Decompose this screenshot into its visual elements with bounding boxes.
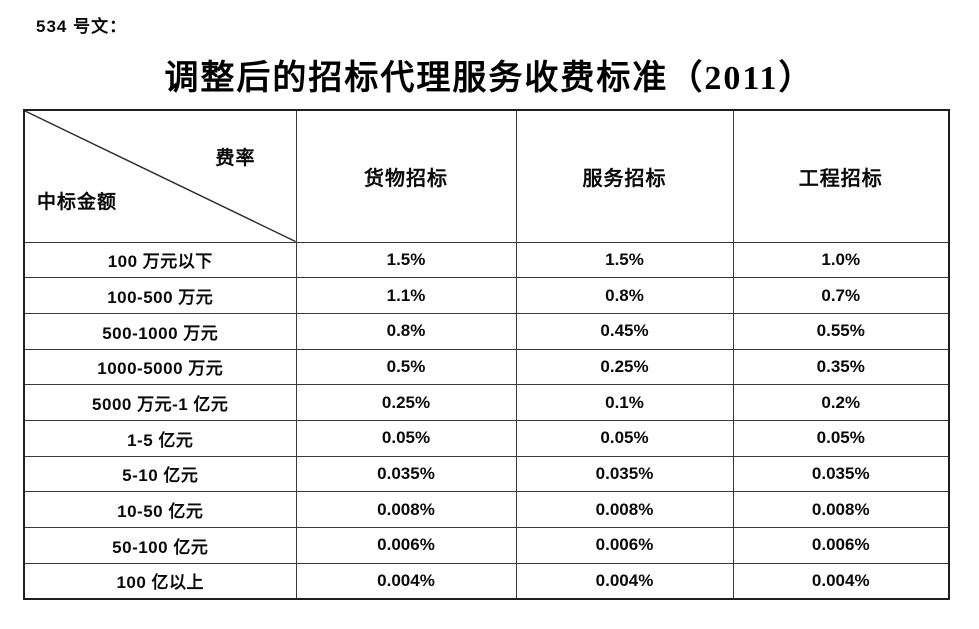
row-amount-label: 500-1000 万元 xyxy=(23,312,297,350)
rate-value-cell: 0.25% xyxy=(295,384,517,421)
corner-amount-label: 中标金额 xyxy=(37,191,118,213)
rate-value-cell: 0.004% xyxy=(515,562,734,600)
column-header-goods: 货物招标 xyxy=(295,109,517,243)
table-row: 100 亿以上 0.004% 0.004% 0.004% xyxy=(23,562,950,600)
fee-table-body: 费率 中标金额 货物招标 服务招标 工程招标 100 万元以下 1.5% 1.5% 1… xyxy=(23,109,950,600)
rate-value-cell: 0.006% xyxy=(515,527,734,564)
row-amount-label: 100 亿以上 xyxy=(23,562,297,600)
row-amount-label: 100 万元以下 xyxy=(23,241,297,279)
row-amount-label: 1-5 亿元 xyxy=(23,419,297,457)
rate-value-cell: 0.004% xyxy=(295,562,517,600)
rate-value-cell: 0.035% xyxy=(515,455,734,493)
row-amount-label: 100-500 万元 xyxy=(23,277,297,314)
rate-value-cell: 0.008% xyxy=(295,491,517,528)
table-row: 5000 万元-1 亿元 0.25% 0.1% 0.2% xyxy=(23,384,950,421)
rate-value-cell: 0.008% xyxy=(515,491,734,528)
row-amount-label: 5-10 亿元 xyxy=(23,455,297,493)
table-row: 100 万元以下 1.5% 1.5% 1.0% xyxy=(23,241,950,279)
rate-value-cell: 0.006% xyxy=(295,527,517,564)
rate-value-cell: 1.5% xyxy=(295,241,517,279)
rate-value-cell: 0.25% xyxy=(515,348,734,386)
rate-value-cell: 0.05% xyxy=(295,419,517,457)
rate-value-cell: 0.1% xyxy=(515,384,734,421)
row-amount-label: 10-50 亿元 xyxy=(23,491,297,528)
rate-value-cell: 1.5% xyxy=(515,241,734,279)
rate-value-cell: 0.55% xyxy=(732,312,950,350)
doc-number-label: 534 号文： xyxy=(36,17,128,36)
rate-value-cell: 0.2% xyxy=(732,384,950,421)
rate-value-cell: 0.05% xyxy=(732,419,950,457)
rate-value-cell: 0.004% xyxy=(732,562,950,600)
table-row: 50-100 亿元 0.006% 0.006% 0.006% xyxy=(23,527,950,564)
fee-table: 费率 中标金额 货物招标 服务招标 工程招标 100 万元以下 1.5% 1.5% 1… xyxy=(23,109,950,600)
rate-value-cell: 0.7% xyxy=(732,277,950,314)
rate-value-cell: 0.35% xyxy=(732,348,950,386)
table-row: 100-500 万元 1.1% 0.8% 0.7% xyxy=(23,277,950,314)
rate-value-cell: 0.008% xyxy=(732,491,950,528)
rate-value-cell: 1.0% xyxy=(732,241,950,279)
table-row: 1-5 亿元 0.05% 0.05% 0.05% xyxy=(23,419,950,457)
corner-rate-label: 费率 xyxy=(215,148,256,169)
column-header-engineering: 工程招标 xyxy=(732,109,950,243)
rate-value-cell: 0.035% xyxy=(732,455,950,493)
table-row: 10-50 亿元 0.008% 0.008% 0.008% xyxy=(23,491,950,528)
row-amount-label: 50-100 亿元 xyxy=(23,527,297,564)
diagonal-divider-line xyxy=(25,111,296,242)
table-row: 500-1000 万元 0.8% 0.45% 0.55% xyxy=(23,312,950,350)
rate-value-cell: 0.8% xyxy=(515,277,734,314)
rate-value-cell: 0.006% xyxy=(732,527,950,564)
rate-value-cell: 0.5% xyxy=(295,348,517,386)
table-row: 1000-5000 万元 0.5% 0.25% 0.35% xyxy=(23,348,950,386)
row-amount-label: 5000 万元-1 亿元 xyxy=(23,384,297,421)
row-amount-label: 1000-5000 万元 xyxy=(23,348,297,386)
corner-header-cell: 费率 中标金额 xyxy=(23,109,297,243)
column-header-services: 服务招标 xyxy=(515,109,734,243)
rate-value-cell: 0.8% xyxy=(295,312,517,350)
table-row: 5-10 亿元 0.035% 0.035% 0.035% xyxy=(23,455,950,493)
rate-value-cell: 0.05% xyxy=(515,419,734,457)
rate-value-cell: 0.035% xyxy=(295,455,517,493)
page-title: 调整后的招标代理服务收费标准（2011） xyxy=(164,60,815,97)
rate-value-cell: 0.45% xyxy=(515,312,734,350)
table-header-row: 费率 中标金额 货物招标 服务招标 工程招标 xyxy=(23,109,950,243)
rate-value-cell: 1.1% xyxy=(295,277,517,314)
